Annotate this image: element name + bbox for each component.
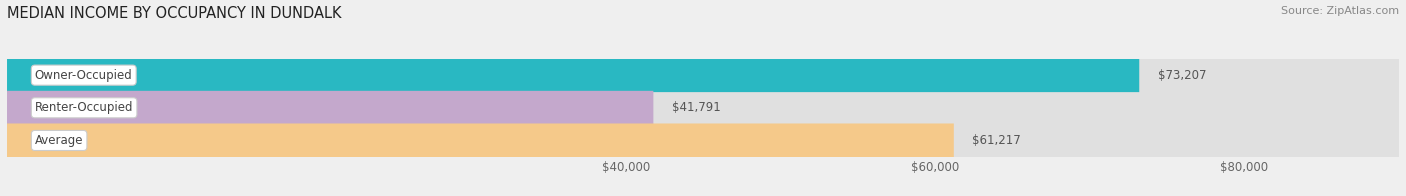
FancyBboxPatch shape <box>7 58 1139 92</box>
FancyBboxPatch shape <box>7 123 1399 157</box>
Text: Source: ZipAtlas.com: Source: ZipAtlas.com <box>1281 6 1399 16</box>
Text: $41,791: $41,791 <box>672 101 721 114</box>
Text: Renter-Occupied: Renter-Occupied <box>35 101 134 114</box>
FancyBboxPatch shape <box>7 123 953 157</box>
Text: MEDIAN INCOME BY OCCUPANCY IN DUNDALK: MEDIAN INCOME BY OCCUPANCY IN DUNDALK <box>7 6 342 21</box>
Text: Owner-Occupied: Owner-Occupied <box>35 69 132 82</box>
FancyBboxPatch shape <box>7 91 1399 125</box>
FancyBboxPatch shape <box>7 91 654 125</box>
Text: Average: Average <box>35 134 83 147</box>
FancyBboxPatch shape <box>7 58 1399 92</box>
Text: $61,217: $61,217 <box>973 134 1021 147</box>
Text: $73,207: $73,207 <box>1157 69 1206 82</box>
